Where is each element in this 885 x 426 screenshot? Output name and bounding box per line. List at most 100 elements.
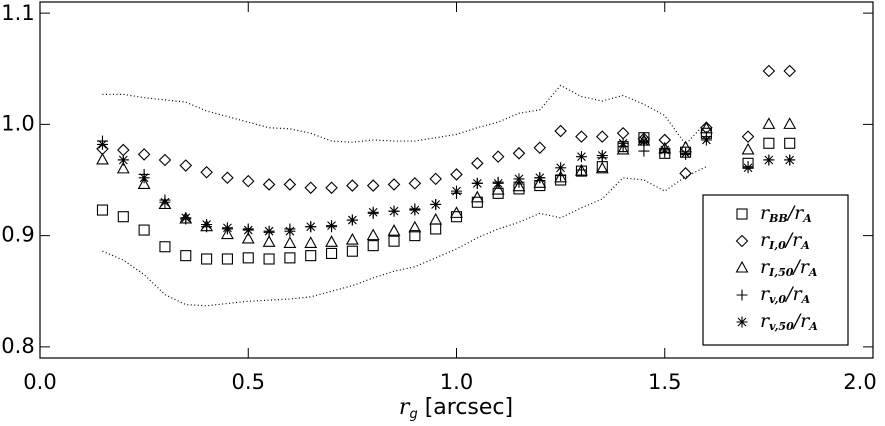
legend-slash: / [784,229,794,251]
point [512,147,526,160]
point [305,221,317,233]
legend-sym: r [800,310,811,332]
point [741,142,755,155]
point [158,197,172,210]
legend-label: rI,50/rA [760,256,818,279]
point [283,178,297,191]
point [138,172,150,184]
point [263,225,275,237]
point [116,161,130,174]
point [200,165,213,179]
x-label-sub: g [409,407,417,422]
bound-line [102,166,707,307]
point [284,252,296,264]
point [159,196,171,208]
point [220,227,234,240]
x-tick-label: 0.5 [232,370,265,394]
point [430,198,442,210]
legend-marker [736,316,748,328]
point [117,143,130,157]
point [679,167,692,180]
legend-sym: r [800,256,811,278]
point [242,224,254,236]
point [741,130,755,143]
point [408,177,422,190]
legend-sub: A [808,320,818,333]
point [491,150,505,163]
legend-slash: / [786,202,796,224]
point [430,223,442,235]
legend-sub: A [800,239,810,252]
point [96,152,109,165]
legend-sub: A [802,212,812,225]
point [595,130,609,143]
legend-label: rv,0/rA [760,283,811,306]
legend-sub: A [808,266,818,279]
point [492,177,504,189]
legend-label: rv,50/rA [760,310,818,333]
point [138,224,150,236]
point [762,64,776,78]
point [387,224,401,236]
point [221,253,233,265]
legend-label: rI,0/rA [760,229,810,252]
legend-sub: I,50 [768,266,794,279]
legend-sub: BB [768,212,788,225]
point [575,151,587,163]
point [159,241,171,253]
point [304,236,318,248]
point [325,181,338,195]
point [429,212,443,225]
point [617,137,629,149]
legend-sub: v,0 [769,293,786,306]
legend-sub: A [801,293,811,306]
point [784,154,796,166]
point [366,179,380,192]
point [512,179,526,192]
legend-sym: r [760,256,771,278]
point [180,212,192,224]
point [262,235,276,247]
point [304,181,318,195]
point [201,253,213,265]
point [117,154,129,166]
point [429,172,442,186]
legend-marker [736,208,748,220]
point [533,176,547,188]
legend-slash: / [784,283,794,305]
point [179,159,193,172]
legend-sym: r [760,229,771,251]
point [117,211,129,223]
legend-sym: r [760,310,771,332]
point [221,222,233,234]
point [284,225,296,237]
point [201,219,213,230]
point [700,134,712,146]
legend-marker [735,234,749,248]
legend-sym: r [760,283,771,305]
point [137,148,151,161]
point [555,162,567,174]
point [262,178,276,191]
point [554,170,568,183]
point [221,171,234,185]
x-tick-label: 0.0 [23,370,56,394]
point [471,157,484,170]
point [450,168,463,181]
point [595,161,609,174]
y-tick-label: 1.1 [1,1,34,25]
point [471,177,483,189]
point [96,204,109,216]
point [491,182,505,195]
y-tick-label: 0.9 [1,223,34,247]
point [742,162,754,174]
point [388,235,400,247]
x-tick-label: 1.0 [440,370,473,394]
point [762,117,776,129]
point [575,164,587,176]
point [387,178,401,191]
point [137,177,151,189]
point [513,173,525,185]
point [388,205,400,217]
x-axis-label: rg [arcsec] [399,395,513,422]
